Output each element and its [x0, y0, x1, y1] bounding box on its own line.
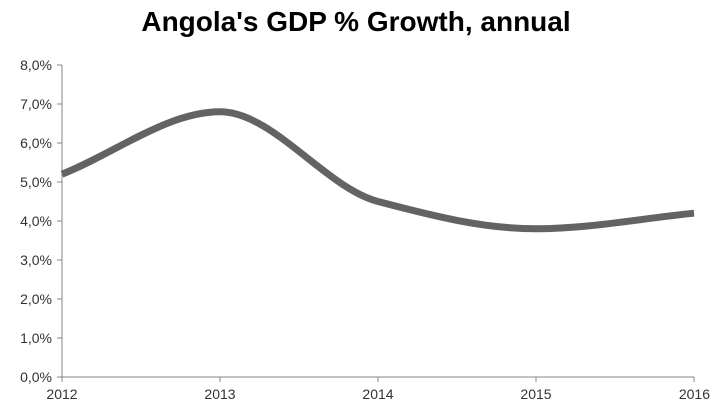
- y-tick-label: 3,0%: [20, 252, 52, 268]
- y-tick-label: 6,0%: [20, 135, 52, 151]
- y-tick-label: 5,0%: [20, 174, 52, 190]
- x-tick-label: 2013: [204, 386, 235, 402]
- y-axis: 0,0% 1,0% 2,0% 3,0% 4,0% 5,0% 6,0% 7,0% 8,0%: [20, 57, 63, 385]
- x-axis: 2012 2013 2014 2015 2016: [46, 376, 710, 402]
- y-tick-label: 8,0%: [20, 57, 52, 73]
- x-tick-label: 2012: [46, 386, 77, 402]
- y-tick-label: 2,0%: [20, 291, 52, 307]
- series-line: [60, 108, 695, 233]
- y-tick-label: 0,0%: [20, 369, 52, 385]
- chart-title: Angola's GDP % Growth, annual: [141, 6, 571, 37]
- x-tick-label: 2014: [362, 386, 393, 402]
- y-tick-label: 1,0%: [20, 330, 52, 346]
- y-tick-label: 7,0%: [20, 96, 52, 112]
- x-tick-label: 2015: [520, 386, 551, 402]
- series-group: [60, 108, 695, 233]
- y-tick-label: 4,0%: [20, 213, 52, 229]
- x-tick-label: 2016: [679, 386, 710, 402]
